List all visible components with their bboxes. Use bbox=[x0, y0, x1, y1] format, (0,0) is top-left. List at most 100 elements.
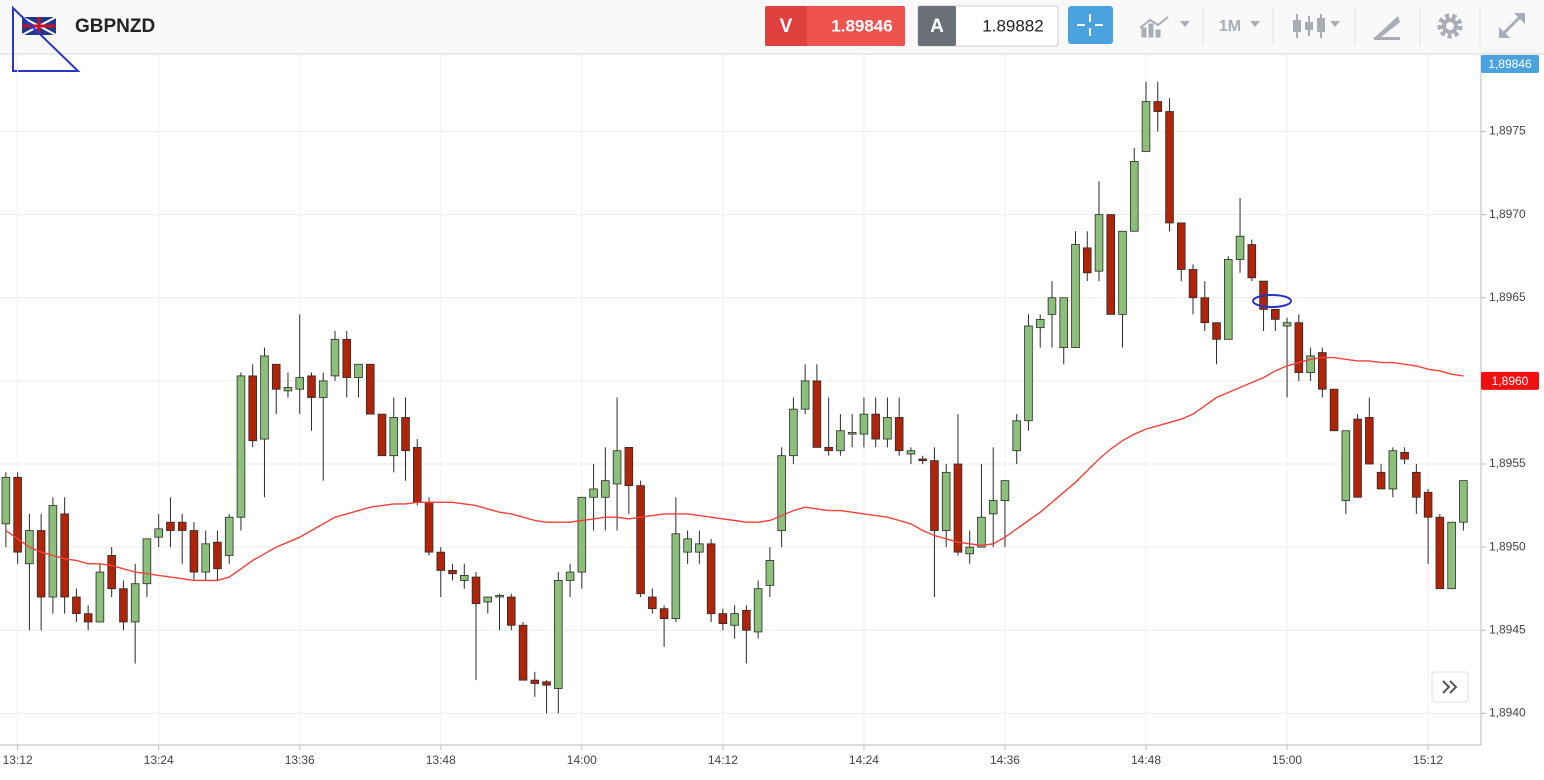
sell-label-box bbox=[765, 6, 807, 46]
annotation-triangle bbox=[12, 5, 81, 72]
candle-body bbox=[1059, 297, 1069, 349]
y-tick-label: 1,8970 bbox=[1489, 207, 1526, 221]
candle-body bbox=[1047, 297, 1057, 315]
candle-body bbox=[1329, 388, 1339, 432]
candle-body bbox=[565, 571, 575, 581]
candle-body bbox=[13, 476, 22, 553]
candle-body bbox=[471, 576, 481, 605]
candle-body bbox=[330, 338, 340, 377]
candle-body bbox=[224, 516, 234, 556]
fullscreen-button[interactable] bbox=[1499, 13, 1525, 38]
candle-body bbox=[777, 455, 786, 531]
x-tick-label: 14:48 bbox=[1131, 753, 1161, 767]
settings-button[interactable] bbox=[1437, 13, 1463, 39]
candle-body bbox=[295, 377, 305, 390]
candle-body bbox=[36, 530, 46, 598]
candle-body bbox=[1247, 244, 1257, 279]
symbol: GBPNZD bbox=[75, 16, 155, 37]
x-tick-label: 14:12 bbox=[708, 753, 738, 767]
candle-body bbox=[659, 608, 669, 620]
x-tick-label: 14:00 bbox=[567, 753, 597, 767]
candle-body bbox=[977, 516, 986, 548]
candle-body bbox=[436, 551, 446, 571]
timeframe-button[interactable]: 1M bbox=[1219, 18, 1241, 35]
candle-body bbox=[154, 528, 163, 538]
candle-body bbox=[718, 613, 728, 625]
candle-body bbox=[965, 546, 974, 555]
timeframe-dropdown bbox=[1250, 21, 1260, 27]
candle-body bbox=[894, 417, 904, 452]
candle-body bbox=[753, 588, 763, 633]
candle-body bbox=[1, 476, 11, 525]
candle-body bbox=[1376, 471, 1386, 490]
candle-body bbox=[213, 541, 222, 570]
candle-body bbox=[318, 380, 328, 398]
candle-body bbox=[1271, 308, 1280, 320]
candle-body bbox=[883, 417, 892, 440]
candle-body bbox=[1165, 111, 1174, 224]
y-tick-label: 1,8950 bbox=[1489, 539, 1526, 553]
candle-body bbox=[871, 413, 880, 440]
candle-body bbox=[730, 613, 739, 626]
candle-body bbox=[177, 521, 187, 531]
candle-body bbox=[1106, 214, 1116, 315]
candle-body bbox=[1212, 322, 1221, 340]
candle-body bbox=[624, 446, 634, 487]
candle-body bbox=[424, 501, 434, 553]
candle-body bbox=[83, 613, 93, 623]
candle-body bbox=[365, 363, 375, 415]
candle-body bbox=[824, 446, 833, 452]
sell-label: V bbox=[780, 16, 793, 37]
candle-body bbox=[812, 380, 822, 448]
candle-body bbox=[847, 432, 857, 435]
candle-body bbox=[1118, 230, 1127, 315]
candle-body bbox=[1423, 491, 1433, 518]
candle-body bbox=[507, 596, 516, 626]
crosshair-icon bbox=[1077, 14, 1103, 36]
candle-body bbox=[1094, 214, 1104, 272]
scroll-icon bbox=[1449, 680, 1458, 694]
candle-body bbox=[695, 543, 704, 553]
sell-price: 1.89846 bbox=[831, 16, 892, 35]
candle-body bbox=[412, 446, 422, 503]
line-tag-box bbox=[1481, 371, 1539, 390]
x-tick-label: 13:12 bbox=[3, 753, 33, 767]
candle-body bbox=[95, 571, 105, 623]
candle-body bbox=[530, 679, 540, 684]
candle-body bbox=[1235, 235, 1245, 260]
y-tick-label: 1,8945 bbox=[1489, 622, 1526, 636]
candle-body bbox=[518, 624, 528, 681]
candle-body bbox=[1435, 516, 1445, 590]
candle-body bbox=[1071, 244, 1080, 349]
candle-body bbox=[859, 413, 869, 435]
crosshair-button[interactable] bbox=[1068, 6, 1113, 44]
x-tick-label: 14:24 bbox=[849, 753, 879, 767]
price-tag-box bbox=[1481, 55, 1539, 73]
x-tick-label: 14:36 bbox=[990, 753, 1020, 767]
candle-body bbox=[1447, 521, 1456, 590]
candle-body bbox=[706, 543, 716, 615]
candle-type-button[interactable] bbox=[1293, 14, 1340, 38]
candle-body bbox=[554, 579, 563, 689]
price-tag: 1,89846 bbox=[1488, 57, 1532, 71]
candle-body bbox=[460, 575, 469, 581]
candle-body bbox=[483, 596, 493, 603]
candle-body bbox=[1365, 417, 1374, 465]
buy-price: 1.89882 bbox=[982, 16, 1043, 35]
x-tick-label: 13:36 bbox=[285, 753, 315, 767]
candle-body bbox=[1412, 471, 1421, 498]
candle-body bbox=[271, 363, 281, 390]
x-tick-label: 15:12 bbox=[1413, 753, 1443, 767]
candle-body bbox=[577, 496, 587, 573]
candle-body bbox=[119, 588, 128, 623]
candle-body bbox=[283, 387, 293, 392]
chart-type-button[interactable] bbox=[1139, 16, 1190, 38]
candle-body bbox=[1224, 259, 1233, 340]
candle-body bbox=[1200, 297, 1210, 324]
candle-body bbox=[307, 375, 316, 398]
candle-body bbox=[1012, 420, 1021, 452]
candle-body bbox=[836, 430, 845, 452]
drawing-button[interactable] bbox=[1374, 16, 1400, 40]
